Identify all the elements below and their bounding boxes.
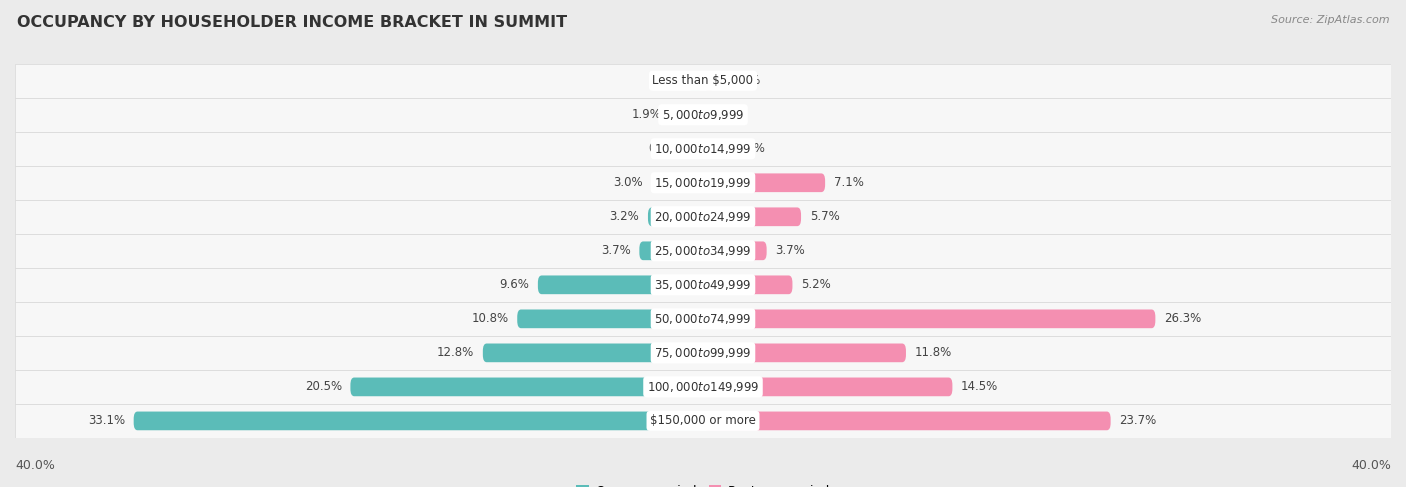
Text: $50,000 to $74,999: $50,000 to $74,999 (654, 312, 752, 326)
FancyBboxPatch shape (703, 139, 727, 158)
Text: 3.2%: 3.2% (610, 210, 640, 223)
Text: $100,000 to $149,999: $100,000 to $149,999 (647, 380, 759, 394)
FancyBboxPatch shape (15, 268, 1391, 302)
FancyBboxPatch shape (703, 173, 825, 192)
Text: 40.0%: 40.0% (1351, 459, 1391, 472)
FancyBboxPatch shape (651, 173, 703, 192)
Text: $15,000 to $19,999: $15,000 to $19,999 (654, 176, 752, 190)
FancyBboxPatch shape (15, 64, 1391, 98)
FancyBboxPatch shape (703, 309, 1156, 328)
Text: 1.9%: 1.9% (631, 108, 662, 121)
Text: 0.0%: 0.0% (711, 108, 741, 121)
Text: 0.51%: 0.51% (648, 142, 686, 155)
FancyBboxPatch shape (134, 412, 703, 430)
FancyBboxPatch shape (640, 242, 703, 260)
Text: 0.67%: 0.67% (723, 74, 761, 87)
Text: $25,000 to $34,999: $25,000 to $34,999 (654, 244, 752, 258)
FancyBboxPatch shape (538, 276, 703, 294)
FancyBboxPatch shape (15, 302, 1391, 336)
FancyBboxPatch shape (15, 234, 1391, 268)
Text: $5,000 to $9,999: $5,000 to $9,999 (662, 108, 744, 122)
FancyBboxPatch shape (703, 72, 714, 90)
Text: 0.9%: 0.9% (650, 74, 679, 87)
Text: $150,000 or more: $150,000 or more (650, 414, 756, 428)
Text: $20,000 to $24,999: $20,000 to $24,999 (654, 210, 752, 224)
FancyBboxPatch shape (350, 377, 703, 396)
FancyBboxPatch shape (15, 166, 1391, 200)
Legend: Owner-occupied, Renter-occupied: Owner-occupied, Renter-occupied (571, 480, 835, 487)
FancyBboxPatch shape (15, 336, 1391, 370)
FancyBboxPatch shape (695, 139, 703, 158)
FancyBboxPatch shape (15, 200, 1391, 234)
Text: 3.0%: 3.0% (613, 176, 643, 189)
Text: 1.4%: 1.4% (735, 142, 765, 155)
FancyBboxPatch shape (648, 207, 703, 226)
FancyBboxPatch shape (15, 404, 1391, 438)
Text: $75,000 to $99,999: $75,000 to $99,999 (654, 346, 752, 360)
FancyBboxPatch shape (703, 276, 793, 294)
Text: Less than $5,000: Less than $5,000 (652, 74, 754, 87)
Text: 5.2%: 5.2% (801, 279, 831, 291)
FancyBboxPatch shape (703, 343, 905, 362)
Text: 7.1%: 7.1% (834, 176, 863, 189)
FancyBboxPatch shape (703, 242, 766, 260)
FancyBboxPatch shape (703, 412, 1111, 430)
FancyBboxPatch shape (15, 98, 1391, 132)
Text: OCCUPANCY BY HOUSEHOLDER INCOME BRACKET IN SUMMIT: OCCUPANCY BY HOUSEHOLDER INCOME BRACKET … (17, 15, 567, 30)
FancyBboxPatch shape (703, 377, 952, 396)
FancyBboxPatch shape (15, 370, 1391, 404)
FancyBboxPatch shape (482, 343, 703, 362)
FancyBboxPatch shape (703, 207, 801, 226)
Text: 5.7%: 5.7% (810, 210, 839, 223)
Text: $35,000 to $49,999: $35,000 to $49,999 (654, 278, 752, 292)
FancyBboxPatch shape (517, 309, 703, 328)
Text: 3.7%: 3.7% (775, 244, 806, 257)
Text: 26.3%: 26.3% (1164, 312, 1201, 325)
FancyBboxPatch shape (15, 132, 1391, 166)
Text: 11.8%: 11.8% (914, 346, 952, 359)
Text: 14.5%: 14.5% (960, 380, 998, 393)
FancyBboxPatch shape (688, 72, 703, 90)
Text: Source: ZipAtlas.com: Source: ZipAtlas.com (1271, 15, 1389, 25)
Text: 23.7%: 23.7% (1119, 414, 1157, 428)
Text: 20.5%: 20.5% (305, 380, 342, 393)
Text: 9.6%: 9.6% (499, 279, 529, 291)
Text: 33.1%: 33.1% (89, 414, 125, 428)
Text: 3.7%: 3.7% (600, 244, 631, 257)
Text: 10.8%: 10.8% (471, 312, 509, 325)
Text: 12.8%: 12.8% (437, 346, 474, 359)
Text: 40.0%: 40.0% (15, 459, 55, 472)
FancyBboxPatch shape (671, 105, 703, 124)
Text: $10,000 to $14,999: $10,000 to $14,999 (654, 142, 752, 156)
